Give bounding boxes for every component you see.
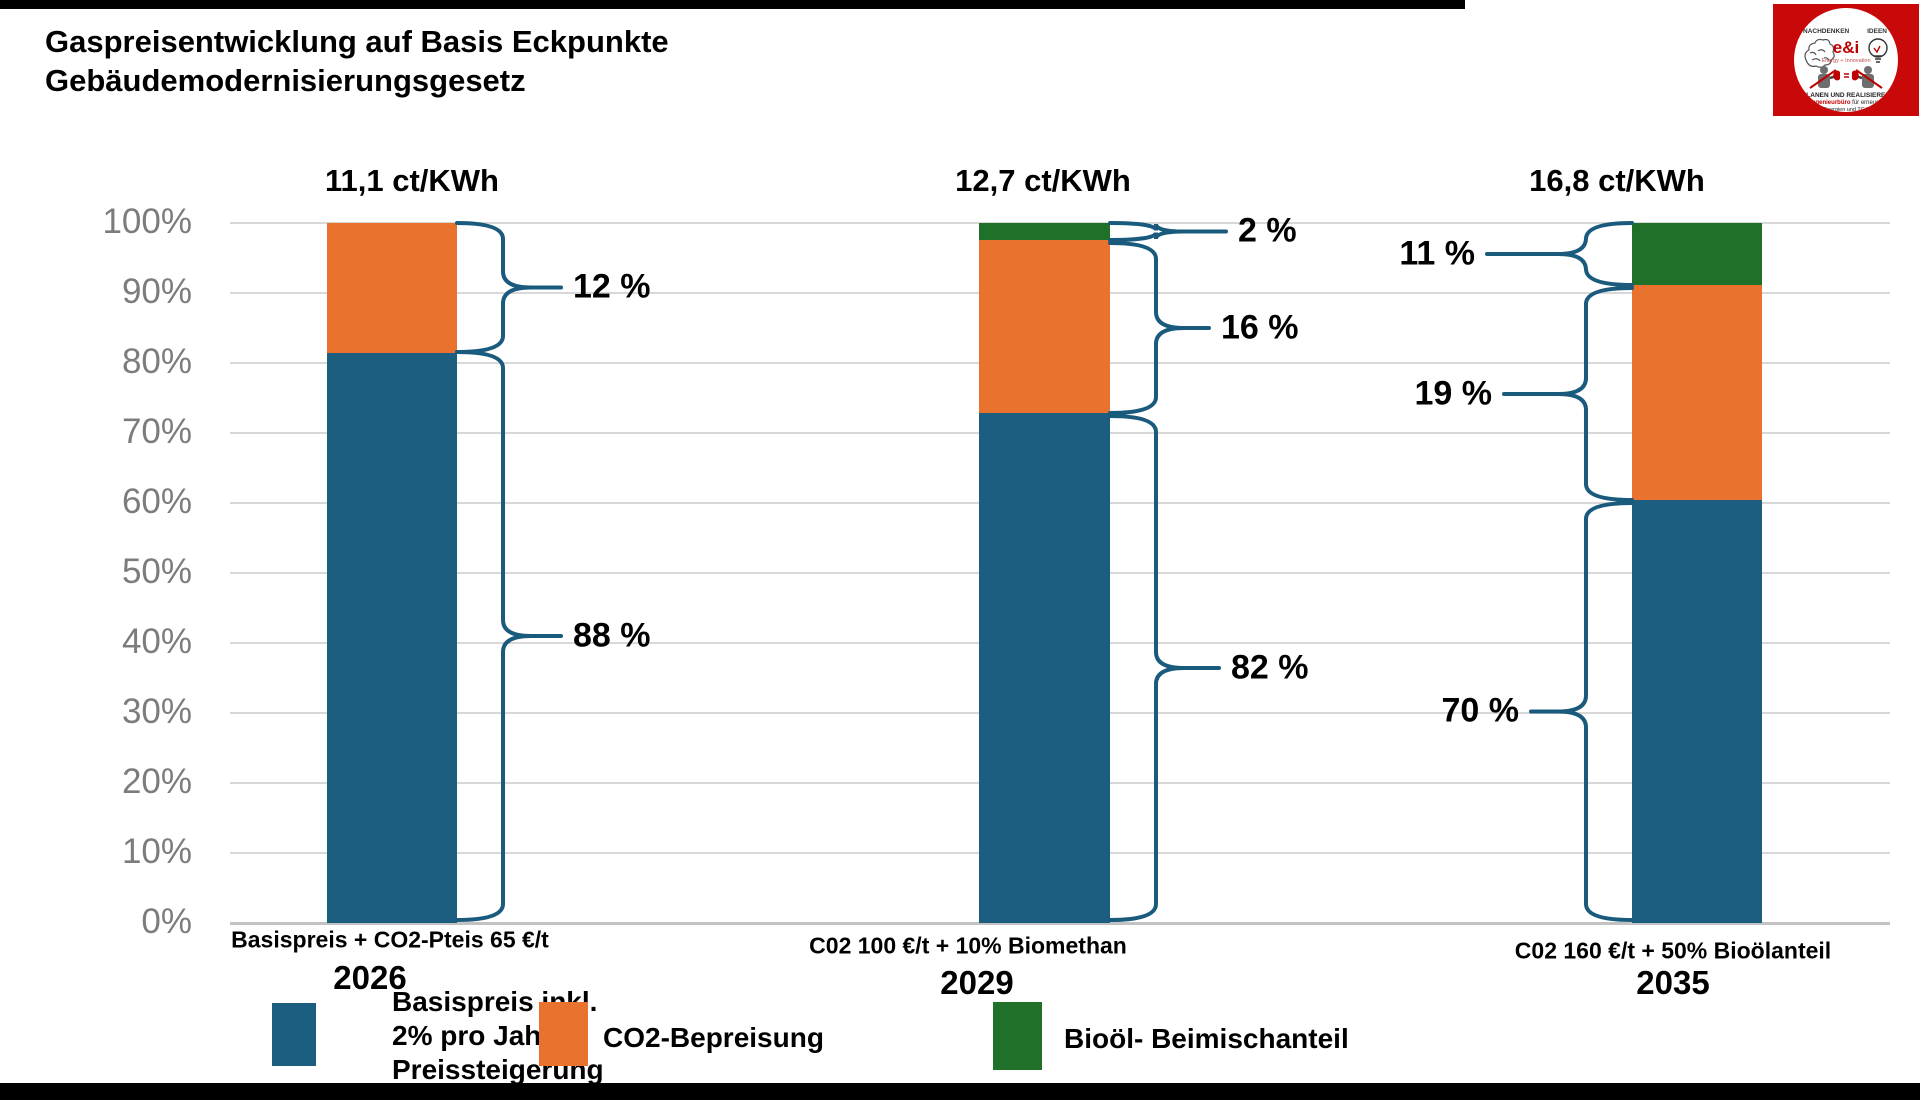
logo-company-line2: Energien und TGA	[1823, 107, 1869, 112]
y-axis-tick-label: 50%	[121, 552, 192, 592]
y-axis-tick-label: 40%	[121, 622, 192, 662]
bar-segment-2035-basispreis	[1632, 500, 1762, 923]
segment-percent-label: 12 %	[573, 267, 651, 306]
segment-percent-label: 82 %	[1231, 648, 1309, 687]
bar-segment-2029-co2	[979, 239, 1110, 413]
bar-segment-2026-co2	[327, 223, 457, 353]
company-logo: NACHDENKEN IDEEN e&i Energy + Innovation…	[1773, 4, 1919, 116]
brace	[1557, 221, 1634, 287]
y-axis-tick-label: 0%	[141, 902, 192, 942]
segment-percent-label: 16 %	[1221, 308, 1299, 347]
segment-percent-label: 2 %	[1238, 211, 1297, 250]
bar-segment-2029-basispreis	[979, 412, 1110, 923]
y-axis-tick-label: 20%	[121, 762, 192, 802]
logo-company-line: E&I Ingenieurbüro für erneuerbare	[1798, 100, 1893, 106]
y-axis-tick-label: 70%	[121, 412, 192, 452]
figures-icon	[1809, 66, 1883, 89]
bar-price-label: 16,8 ct/KWh	[1529, 163, 1705, 198]
bar-segment-2035-biooel	[1632, 223, 1762, 286]
legend-label-1: CO2-Bepreisung	[603, 1021, 824, 1055]
bar-price-label: 12,7 ct/KWh	[955, 163, 1131, 198]
brace	[455, 221, 532, 354]
x-axis-line	[230, 922, 1890, 925]
logo-text-nachdenken: NACHDENKEN	[1803, 28, 1850, 35]
y-axis-tick-label: 80%	[121, 342, 192, 382]
logo-company-suffix: für erneuerbare	[1850, 100, 1894, 106]
y-axis-tick-label: 60%	[121, 482, 192, 522]
logo-artwork	[1804, 38, 1888, 89]
brain-icon	[1804, 38, 1835, 68]
legend-label-line: Bioöl- Beimischanteil	[1064, 1023, 1349, 1054]
bar-year-label: 2029	[940, 964, 1014, 1001]
segment-percent-label: 19 %	[1414, 374, 1493, 413]
legend-label-2: Bioöl- Beimischanteil	[1064, 1022, 1349, 1056]
logo-text-ideen: IDEEN	[1867, 28, 1887, 35]
page-title-line2: Gebäudemodernisierungsgesetz	[45, 63, 526, 98]
segment-percent-label: 11 %	[1399, 234, 1475, 273]
page-title: Gaspreisentwicklung auf Basis Eckpunkte …	[45, 22, 669, 100]
y-axis-tick-label: 30%	[121, 692, 192, 732]
brace	[1557, 286, 1634, 502]
brace	[1108, 221, 1185, 242]
segment-percent-label: 70 %	[1441, 691, 1520, 730]
brace	[1108, 414, 1185, 922]
bar-caption: C02 160 €/t + 50% Bioölanteil	[1514, 937, 1832, 964]
bar-segment-2035-co2	[1632, 285, 1762, 501]
y-axis-tick-label: 90%	[121, 272, 192, 312]
bottom-border-bar	[0, 1083, 1920, 1100]
y-axis-tick-label: 10%	[121, 832, 192, 872]
brace	[1108, 241, 1185, 415]
logo-circle: NACHDENKEN IDEEN e&i Energy + Innovation…	[1794, 8, 1898, 112]
bar-year-label: 2026	[333, 959, 407, 996]
bar-segment-2026-basispreis	[327, 352, 457, 923]
legend-swatch-2	[993, 1002, 1042, 1070]
legend-swatch-1	[539, 1002, 588, 1066]
segment-percent-label: 88 %	[573, 616, 651, 655]
bar-caption: C02 100 €/t + 10% Biomethan	[809, 932, 1127, 959]
y-axis-tick-label: 100%	[102, 202, 192, 242]
legend-label-line: 2% pro Jahr	[392, 1020, 553, 1051]
bar-caption: Basispreis + CO2-Pteis 65 €/t	[231, 926, 549, 953]
brace	[1557, 501, 1634, 922]
bar-segment-2029-biooel	[979, 223, 1110, 240]
page-title-line1: Gaspreisentwicklung auf Basis Eckpunkte	[45, 24, 669, 59]
bar-year-label: 2035	[1636, 964, 1710, 1001]
legend-label-line: CO2-Bepreisung	[603, 1022, 824, 1053]
brace	[455, 350, 532, 922]
logo-company-name: E&I Ingenieurbüro	[1798, 100, 1851, 106]
legend-swatch-0	[272, 1003, 316, 1066]
logo-brand: e&i	[1832, 38, 1860, 57]
bar-price-label: 11,1 ct/KWh	[325, 163, 499, 198]
logo-brand-subtitle: Energy + Innovation	[1821, 58, 1871, 64]
bulb-icon	[1868, 38, 1888, 63]
top-border-bar	[0, 0, 1465, 9]
logo-tagline: PLANEN UND REALISIEREN	[1801, 92, 1891, 99]
